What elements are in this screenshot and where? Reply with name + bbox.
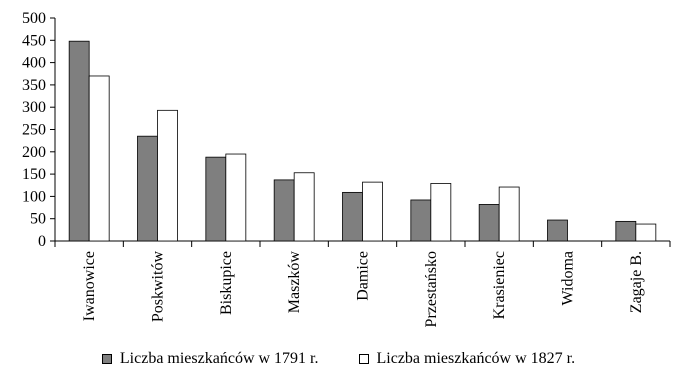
- legend-item-1791: Liczba mieszkańców w 1791 r.: [101, 349, 319, 369]
- y-tick-label: 400: [22, 55, 46, 72]
- bar-1791-2: [205, 156, 227, 242]
- y-tick-label: 150: [22, 166, 46, 183]
- bar-1827-3: [293, 172, 315, 242]
- legend: Liczba mieszkańców w 1791 r. Liczba mies…: [0, 349, 677, 369]
- bar-1827-5: [430, 183, 452, 242]
- y-tick-label: 300: [22, 99, 46, 116]
- legend-label-1791: Liczba mieszkańców w 1791 r.: [119, 350, 319, 367]
- legend-label-1827: Liczba mieszkańców w 1827 r.: [376, 350, 576, 367]
- y-axis: 0 50 100 150 200 250 300 350 400 450 500: [22, 10, 56, 250]
- x-tick-label: Poskwitów: [150, 251, 167, 323]
- bar-1791-3: [273, 179, 295, 242]
- y-tick-label: 0: [38, 233, 46, 250]
- legend-item-1827: Liczba mieszkańców w 1827 r.: [358, 349, 576, 369]
- bar-1791-5: [410, 199, 432, 242]
- x-tick-label: Iwanowice: [81, 251, 98, 321]
- x-tick-label: Biskupice: [218, 251, 235, 315]
- x-tick-label: Maszków: [286, 251, 303, 314]
- y-tick-label: 450: [22, 32, 46, 49]
- x-tick-label: Zagaje B.: [628, 251, 645, 313]
- x-tick-label: Damice: [355, 251, 372, 301]
- x-tick-label: Przestańsko: [423, 251, 440, 327]
- bar-1791-7: [547, 219, 568, 242]
- bar-1791-6: [478, 204, 500, 242]
- legend-swatch-1827: [358, 354, 369, 364]
- bar-1827-6: [498, 186, 520, 242]
- bar-1791-8: [615, 220, 637, 242]
- x-axis: Iwanowice Poskwitów Biskupice Maszków Damice…: [54, 240, 671, 327]
- bar-1791-0: [68, 40, 90, 242]
- y-tick-label: 350: [22, 77, 46, 94]
- bar-1827-4: [362, 181, 383, 242]
- bar-1791-4: [342, 191, 363, 242]
- bar-1827-8: [635, 223, 657, 242]
- bar-1827-1: [157, 109, 178, 242]
- bar-1827-0: [88, 75, 110, 242]
- x-tick-label: Widoma: [560, 251, 577, 305]
- legend-swatch-1791: [101, 354, 112, 364]
- y-tick-label: 50: [30, 211, 46, 228]
- y-tick-label: 500: [22, 10, 46, 27]
- bar-chart: 0 50 100 150 200 250 300 350 400 450 500 Iwanowice…: [22, 10, 671, 327]
- y-tick-label: 100: [22, 188, 46, 205]
- y-tick-label: 200: [22, 144, 46, 161]
- x-tick-label: Krasieniec: [491, 251, 508, 319]
- y-tick-label: 250: [22, 122, 46, 139]
- bar-1791-1: [137, 135, 158, 242]
- bar-1827-2: [225, 153, 247, 242]
- bars-group: [68, 40, 657, 242]
